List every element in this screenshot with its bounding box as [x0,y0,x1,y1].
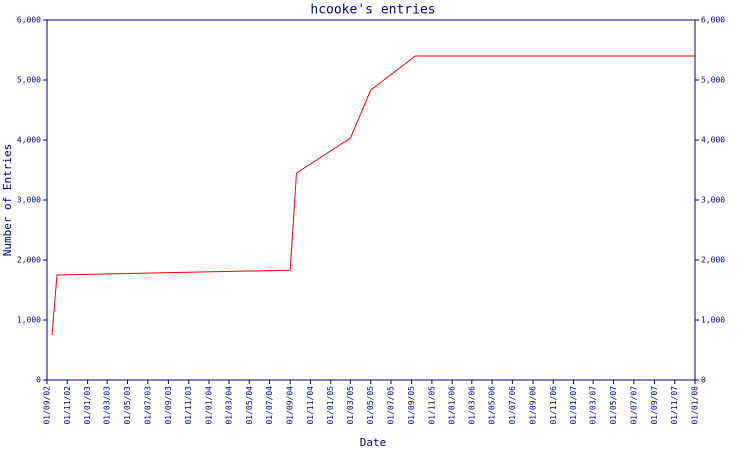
x-tick-label: 01/05/05 [366,386,375,425]
x-tick-label: 01/05/03 [123,386,132,425]
x-tick-label: 01/01/06 [448,386,457,425]
x-tick-label: 01/09/04 [286,386,295,425]
y-tick-label: 0 [36,376,41,385]
x-tick-label: 01/03/06 [467,386,476,425]
x-tick-label: 01/01/08 [691,386,700,425]
y-tick-label: 2,000 [17,256,41,265]
x-tick-label: 01/01/04 [205,386,214,425]
plot-frame [46,19,696,381]
y-tick-label: 4,000 [17,136,41,145]
x-tick-label: 01/03/04 [224,386,233,425]
y-tick-label: 3,000 [17,196,41,205]
y2-tick-label: 4,000 [701,136,725,145]
x-tick-label: 01/03/05 [346,386,355,425]
x-tick-label: 01/05/07 [609,386,618,425]
x-tick-label: 01/07/03 [143,386,152,425]
y-axis-label: Number of Entries [1,144,14,257]
y2-tick-label: 6,000 [701,16,725,25]
x-tick-label: 01/11/03 [184,386,193,425]
x-tick-label: 01/11/02 [63,386,72,425]
x-tick-label: 01/09/05 [407,386,416,425]
x-tick-label: 01/11/07 [670,386,679,425]
x-tick-label: 01/09/06 [529,386,538,425]
x-tick-label: 01/11/04 [306,386,315,425]
y2-tick-label: 1,000 [701,316,725,325]
x-tick-label: 01/03/07 [589,386,598,425]
x-tick-label: 01/09/07 [650,386,659,425]
y2-tick-label: 3,000 [701,196,725,205]
x-tick-label: 01/11/05 [427,386,436,425]
data-line [51,55,695,336]
x-tick-label: 01/01/05 [326,386,335,425]
x-tick-label: 01/09/02 [43,386,52,425]
y-tick-label: 5,000 [17,76,41,85]
x-tick-label: 01/11/06 [549,386,558,425]
x-tick-label: 01/01/07 [569,386,578,425]
y2-tick-label: 2,000 [701,256,725,265]
y2-tick-label: 5,000 [701,76,725,85]
x-tick-label: 01/07/04 [265,386,274,425]
x-tick-label: 01/07/06 [508,386,517,425]
x-axis-label: Date [360,436,387,449]
y-tick-label: 6,000 [17,16,41,25]
y2-tick-label: 0 [701,376,706,385]
x-tick-label: 01/05/06 [488,386,497,425]
x-tick-label: 01/07/07 [629,386,638,425]
chart-title: hcooke's entries [310,3,435,18]
x-tick-label: 01/03/03 [103,386,112,425]
x-tick-label: 01/07/05 [386,386,395,425]
x-tick-label: 01/09/03 [164,386,173,425]
x-tick-label: 01/05/04 [245,386,254,425]
x-tick-label: 01/01/03 [83,386,92,425]
y-tick-label: 1,000 [17,316,41,325]
